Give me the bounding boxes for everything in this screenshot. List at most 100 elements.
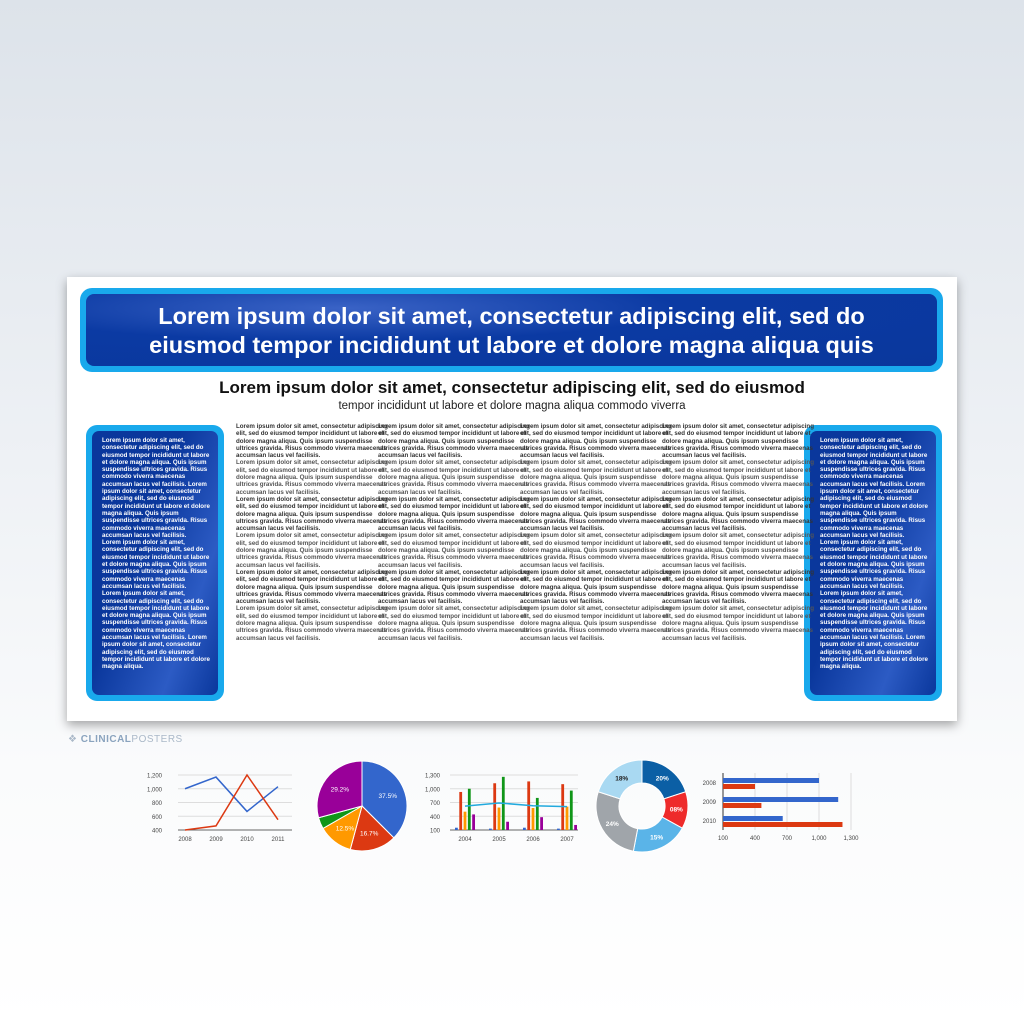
column-paragraph: Lorem ipsum dolor sit amet, consectetur … — [662, 423, 814, 460]
bar — [523, 827, 526, 830]
line-series — [464, 802, 568, 808]
bar — [569, 790, 573, 830]
column-paragraph: Lorem ipsum dolor sit amet, consectetur … — [378, 568, 530, 606]
side-paragraph: Lorem ipsum dolor sit amet, consectetur … — [102, 590, 210, 671]
y-tick-label: 1,300 — [425, 774, 441, 780]
text-column: Lorem ipsum dolor sit amet, consectetur … — [236, 423, 392, 642]
slice-label: 29.2% — [331, 787, 350, 794]
side-paragraph: Lorem ipsum dolor sit amet, consectetur … — [820, 539, 928, 590]
pie-slice — [361, 760, 408, 839]
text-column: Lorem ipsum dolor sit amet, consectetur … — [520, 423, 676, 642]
x-tick-label: 2010 — [240, 837, 254, 843]
slice-label: 24% — [606, 821, 619, 828]
side-paragraph: Lorem ipsum dolor sit amet, consectetur … — [102, 437, 210, 539]
slice-label: 37.5% — [379, 793, 398, 800]
bar — [723, 784, 755, 789]
y-tick-label: 2010 — [703, 819, 717, 825]
x-tick-label: 100 — [718, 836, 729, 842]
x-tick-label: 2007 — [560, 837, 574, 843]
column-paragraph: Lorem ipsum dolor sit amet, consectetur … — [662, 532, 814, 569]
line-series — [184, 776, 279, 813]
bar — [574, 824, 577, 830]
bar — [531, 808, 535, 830]
slice-label: 08% — [670, 807, 683, 814]
bar — [493, 783, 497, 830]
bar — [472, 814, 475, 830]
y-tick-label: 400 — [152, 829, 163, 835]
side-paragraph: Lorem ipsum dolor sit amet, consectetur … — [820, 590, 928, 671]
column-paragraph: Lorem ipsum dolor sit amet, consectetur … — [520, 568, 672, 606]
column-paragraph: Lorem ipsum dolor sit amet, consectetur … — [520, 423, 672, 460]
poster-title-line1: Lorem ipsum dolor sit amet, consectetur … — [158, 303, 865, 329]
slice-label: 16.7% — [360, 830, 379, 837]
y-tick-label: 2008 — [703, 781, 717, 787]
y-tick-label: 2009 — [703, 800, 717, 806]
right-side-panel: Lorem ipsum dolor sit amet, consectetur … — [804, 425, 942, 701]
logo-icon: ❖ — [68, 734, 81, 745]
x-tick-label: 2006 — [526, 837, 540, 843]
x-tick-label: 400 — [750, 836, 761, 842]
title-banner: Lorem ipsum dolor sit amet, consectetur … — [80, 288, 943, 372]
column-paragraph: Lorem ipsum dolor sit amet, consectetur … — [378, 532, 530, 569]
y-tick-label: 100 — [430, 829, 441, 835]
side-paragraph: Lorem ipsum dolor sit amet, consectetur … — [820, 437, 928, 539]
column-paragraph: Lorem ipsum dolor sit amet, consectetur … — [662, 495, 814, 533]
bar — [535, 797, 539, 830]
column-paragraph: Lorem ipsum dolor sit amet, consectetur … — [662, 605, 814, 642]
poster-subtitle-2: tempor incididunt ut labore et dolore ma… — [338, 400, 686, 412]
column-paragraph: Lorem ipsum dolor sit amet, consectetur … — [236, 423, 388, 460]
column-paragraph: Lorem ipsum dolor sit amet, consectetur … — [236, 605, 388, 642]
bar — [723, 778, 819, 783]
slice-label: 15% — [650, 835, 663, 842]
x-tick-label: 1,000 — [811, 836, 827, 842]
text-column: Lorem ipsum dolor sit amet, consectetur … — [662, 423, 818, 642]
y-tick-label: 1,200 — [147, 774, 163, 780]
bar — [463, 811, 467, 830]
y-tick-label: 600 — [152, 815, 163, 821]
x-tick-label: 2005 — [492, 837, 506, 843]
column-paragraph: Lorem ipsum dolor sit amet, consectetur … — [378, 605, 530, 642]
line-series — [184, 773, 279, 831]
slice-label: 20% — [656, 776, 669, 783]
column-paragraph: Lorem ipsum dolor sit amet, consectetur … — [236, 495, 388, 533]
x-tick-label: 2004 — [458, 837, 472, 843]
x-tick-label: 2009 — [209, 837, 223, 843]
x-tick-label: 2011 — [272, 837, 286, 843]
bar — [723, 797, 839, 802]
column-paragraph: Lorem ipsum dolor sit amet, consectetur … — [236, 459, 388, 496]
x-tick-label: 2008 — [178, 837, 192, 843]
bar — [723, 803, 762, 808]
column-paragraph: Lorem ipsum dolor sit amet, consectetur … — [378, 459, 530, 496]
bar — [467, 788, 471, 830]
x-tick-label: 700 — [782, 836, 793, 842]
column-paragraph: Lorem ipsum dolor sit amet, consectetur … — [236, 568, 388, 606]
column-paragraph: Lorem ipsum dolor sit amet, consectetur … — [520, 605, 672, 642]
bar — [540, 817, 543, 830]
clinicalposters-logo: ❖ CLINICALPOSTERS — [68, 734, 183, 745]
column-paragraph: Lorem ipsum dolor sit amet, consectetur … — [520, 495, 672, 533]
y-tick-label: 700 — [430, 801, 441, 807]
column-paragraph: Lorem ipsum dolor sit amet, consectetur … — [520, 459, 672, 496]
x-tick-label: 1,300 — [843, 836, 859, 842]
pie-slice — [597, 759, 643, 800]
y-tick-label: 1,000 — [425, 787, 441, 793]
y-tick-label: 1,000 — [147, 787, 163, 793]
column-paragraph: Lorem ipsum dolor sit amet, consectetur … — [236, 532, 388, 569]
bar — [565, 806, 569, 830]
poster-subtitle: Lorem ipsum dolor sit amet, consectetur … — [219, 378, 805, 397]
column-paragraph: Lorem ipsum dolor sit amet, consectetur … — [378, 495, 530, 533]
pie-slice — [316, 760, 363, 819]
side-paragraph: Lorem ipsum dolor sit amet, consectetur … — [102, 539, 210, 590]
column-paragraph: Lorem ipsum dolor sit amet, consectetur … — [520, 532, 672, 569]
column-paragraph: Lorem ipsum dolor sit amet, consectetur … — [662, 459, 814, 496]
poster: Lorem ipsum dolor sit amet, consectetur … — [67, 277, 957, 721]
y-tick-label: 400 — [430, 815, 441, 821]
bar — [723, 822, 843, 827]
bar — [723, 816, 783, 821]
bar — [489, 828, 492, 830]
bar — [459, 791, 463, 830]
poster-title-line2: eiusmod tempor incididunt ut labore et d… — [149, 332, 874, 358]
bar — [455, 827, 458, 830]
column-paragraph: Lorem ipsum dolor sit amet, consectetur … — [378, 423, 530, 460]
